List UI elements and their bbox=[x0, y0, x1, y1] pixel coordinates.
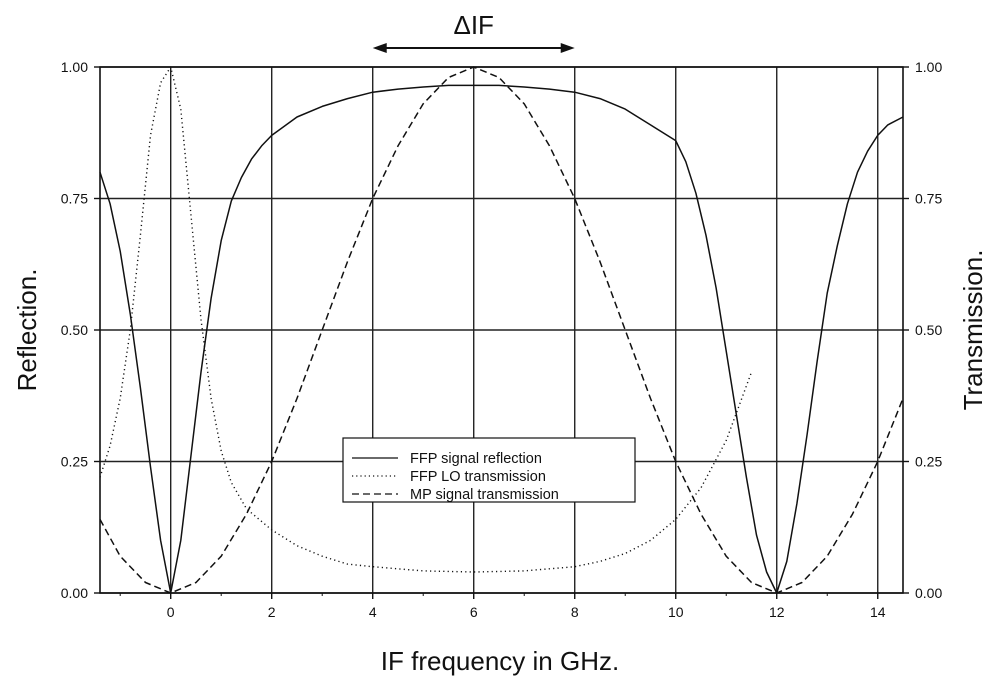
x-tick-label: 10 bbox=[668, 604, 684, 620]
legend-box bbox=[342, 437, 636, 503]
x-tick-label: 2 bbox=[268, 604, 276, 620]
y-tick-label-left: 0.00 bbox=[61, 585, 88, 601]
y-tick-label-right: 1.00 bbox=[915, 59, 942, 75]
x-tick-label: 14 bbox=[870, 604, 886, 620]
x-tick-label: 0 bbox=[167, 604, 175, 620]
grid-layer bbox=[100, 66, 903, 594]
y-tick-label-right: 0.75 bbox=[915, 191, 942, 207]
y-tick-label-right: 0.50 bbox=[915, 322, 942, 338]
delta-if-arrowhead-right bbox=[560, 43, 575, 53]
legend-label-mp-transmission: MP signal transmission bbox=[410, 487, 559, 503]
y-axis-right-title: Transmission. bbox=[958, 250, 988, 411]
series-ffp-signal-reflection bbox=[99, 84, 904, 594]
series-layer bbox=[99, 66, 904, 594]
x-tick-label: 12 bbox=[769, 604, 785, 620]
y-tick-label-left: 0.25 bbox=[61, 454, 88, 470]
delta-if-arrowhead-left bbox=[372, 43, 387, 53]
y-axis-left-title: Reflection. bbox=[12, 269, 42, 392]
legend: FFP signal reflection FFP LO transmissio… bbox=[342, 437, 636, 503]
delta-if-annotation: ΔIF bbox=[372, 10, 575, 53]
y-tick-label-right: 0.00 bbox=[915, 585, 942, 601]
series-ffp-lo-transmission bbox=[99, 66, 753, 573]
y-tick-label-left: 0.75 bbox=[61, 191, 88, 207]
legend-label-reflection: FFP signal reflection bbox=[410, 451, 542, 467]
tick-layer: 0 2 4 6 8 10 12 14 0.00 0.00 0.25 0.25 0.50 0.50 0.75 0… bbox=[61, 59, 943, 620]
legend-label-lo-transmission: FFP LO transmission bbox=[410, 469, 546, 485]
x-tick-label: 6 bbox=[470, 604, 478, 620]
series-mp-signal-transmission bbox=[99, 66, 904, 594]
y-tick-label-left: 1.00 bbox=[61, 59, 88, 75]
delta-if-label: ΔIF bbox=[453, 10, 493, 40]
x-tick-label: 4 bbox=[369, 604, 377, 620]
y-tick-label-right: 0.25 bbox=[915, 454, 942, 470]
x-axis-title: IF frequency in GHz. bbox=[381, 646, 619, 676]
x-tick-label: 8 bbox=[571, 604, 579, 620]
y-tick-label-left: 0.50 bbox=[61, 322, 88, 338]
